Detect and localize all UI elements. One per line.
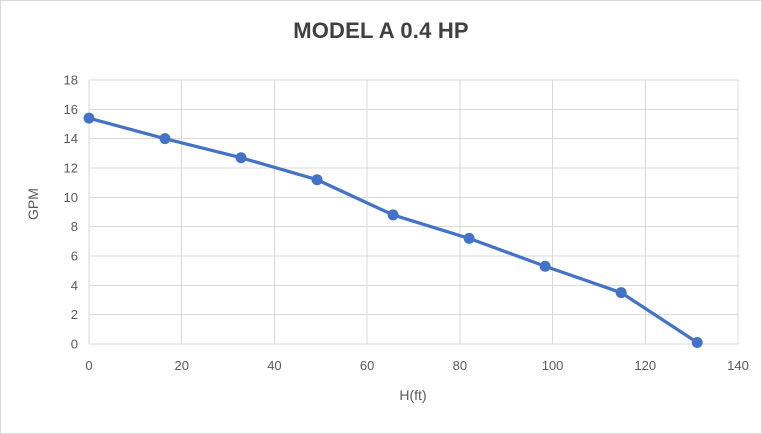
y-tick-label: 4 [71, 278, 78, 293]
x-tick-label: 40 [267, 358, 281, 373]
y-tick-label: 0 [71, 337, 78, 352]
y-axis-title: GPM [25, 188, 41, 220]
x-tick-label: 120 [634, 358, 656, 373]
series-line-layer [83, 112, 703, 349]
chart-title: MODEL A 0.4 HP [293, 18, 469, 43]
y-tick-label: 8 [71, 219, 78, 234]
data-point-marker [83, 112, 95, 124]
data-point-marker [615, 287, 627, 299]
x-tick-label: 80 [453, 358, 467, 373]
data-point-marker [311, 174, 323, 186]
data-point-marker [539, 260, 551, 272]
y-tick-label: 10 [64, 190, 78, 205]
y-tick-label: 2 [71, 307, 78, 322]
x-tick-label: 0 [85, 358, 92, 373]
y-tick-label: 12 [64, 161, 78, 176]
x-tick-label: 20 [174, 358, 188, 373]
y-tick-label: 16 [64, 102, 78, 117]
data-point-marker [159, 133, 171, 145]
data-point-marker [235, 152, 247, 164]
series-line [87, 116, 699, 345]
y-tick-label: 14 [64, 131, 78, 146]
x-tick-label: 100 [542, 358, 564, 373]
data-point-marker [463, 232, 475, 244]
x-tick-label: 140 [727, 358, 749, 373]
tick-labels: 0 20 40 60 80 100 120 140 0 2 4 6 8 10 12 14 16 18 [64, 73, 749, 374]
x-axis-title: H(ft) [399, 387, 426, 403]
gridlines [88, 79, 739, 345]
x-tick-label: 60 [360, 358, 374, 373]
y-tick-label: 6 [71, 249, 78, 264]
data-point-marker [387, 209, 399, 221]
data-point-marker [691, 337, 703, 349]
y-tick-label: 18 [64, 73, 78, 88]
